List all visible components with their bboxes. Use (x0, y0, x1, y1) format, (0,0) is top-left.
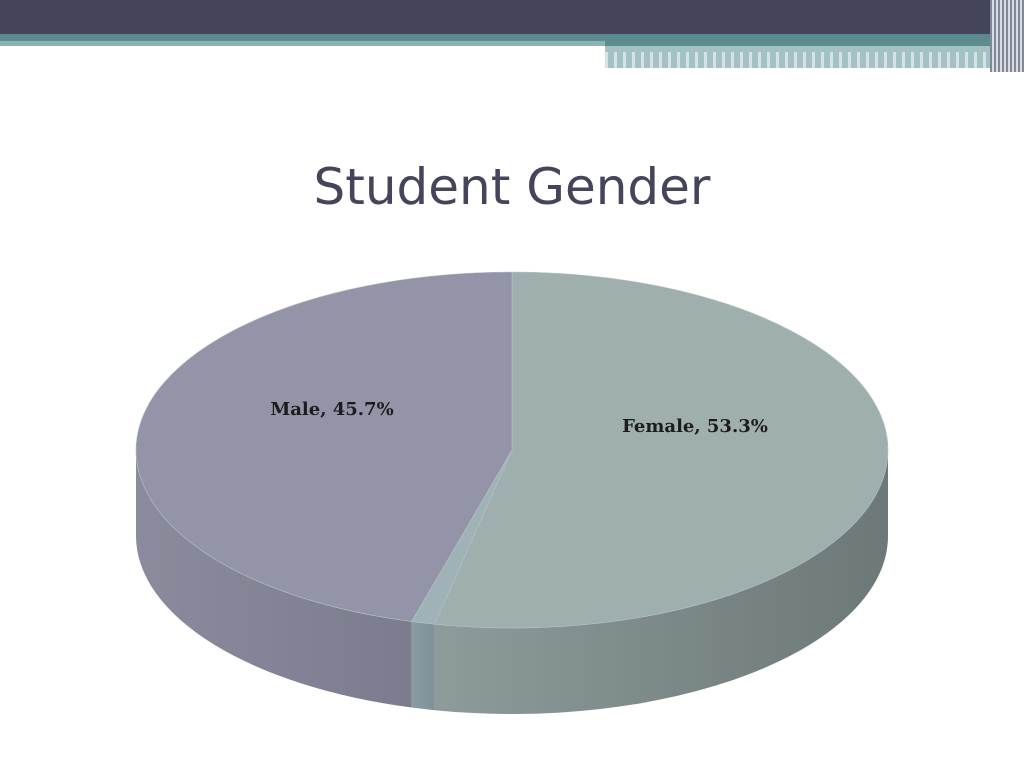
pie-side-gap (411, 621, 435, 711)
pie-side-male (136, 450, 412, 708)
header-right-stripes (605, 52, 1000, 70)
pie-slice-male (135, 271, 513, 622)
pie-side-female (434, 450, 888, 715)
header-band (0, 0, 1024, 34)
pie-label-female: Female, 53.3% (622, 416, 768, 437)
slide-title: Student Gender (313, 158, 711, 216)
pie-label-male: Male, 45.7% (270, 399, 393, 420)
header-accent-light (0, 41, 605, 46)
pie-slice-female (434, 271, 889, 629)
header-corner-bars (990, 0, 1024, 72)
